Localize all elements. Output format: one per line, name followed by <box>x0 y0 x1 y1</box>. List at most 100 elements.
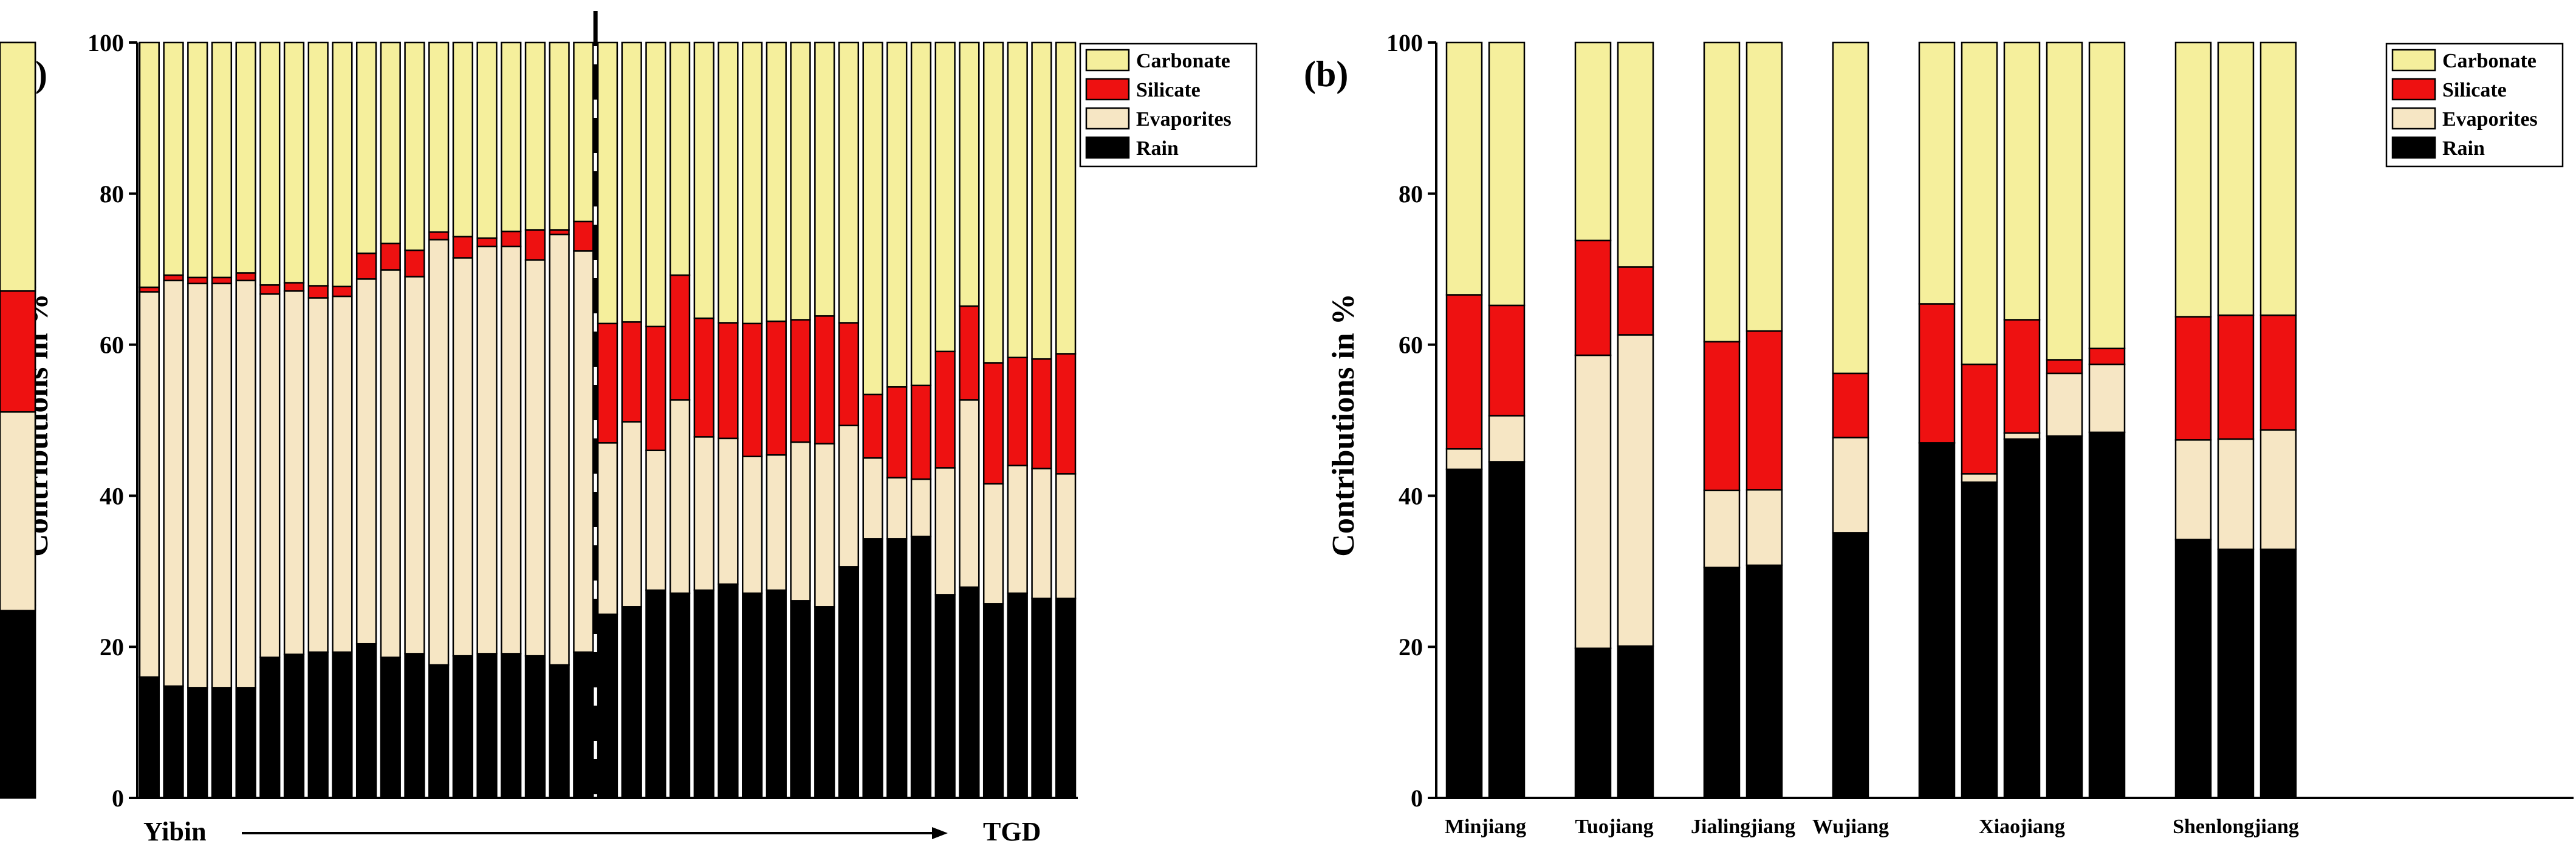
bar-0-15-carbonate <box>501 41 522 233</box>
legend-swatch-1-silicate <box>2391 78 2436 101</box>
bar-0-34-carbonate <box>959 41 980 307</box>
bar-0-26-evaporites <box>766 454 787 591</box>
bar-0-13-silicate <box>452 236 473 259</box>
legend-swatch-1-carbonate <box>2391 49 2436 72</box>
bar-0-3-rain <box>211 687 233 799</box>
bar-0-7-evaporites <box>307 297 329 653</box>
bar-0-17-rain <box>549 664 570 799</box>
bar-1-3-rain <box>1617 645 1654 799</box>
group-labels: Minjiang Tuojiang Jialingjiang Wujiang Xiaoj… <box>1445 816 2299 838</box>
bar-0-37-evaporites <box>1031 468 1052 599</box>
y-tick-label-0-0: 0 <box>112 785 124 812</box>
bar-0-6-rain <box>283 653 305 799</box>
bar-1-16-carbonate <box>0 41 36 292</box>
bar-0-5-rain <box>259 656 281 799</box>
bar-0-26-silicate <box>766 320 787 456</box>
bar-0-9-rain <box>355 642 377 799</box>
bar-0-10-silicate <box>380 242 401 271</box>
bar-0-23-evaporites <box>693 436 714 591</box>
bar-0-2-rain <box>187 687 208 799</box>
bar-0-32-carbonate <box>910 41 932 387</box>
legend-a: Carbonate Silicate Evaporites Rain <box>1079 43 1258 168</box>
bar-1-2-rain <box>1574 647 1612 799</box>
bar-1-8-carbonate <box>1961 41 1998 366</box>
legend-swatch-0-carbonate <box>1085 49 1130 72</box>
bar-0-28-carbonate <box>814 41 835 317</box>
bar-1-3-carbonate <box>1617 41 1654 268</box>
bar-0-38-evaporites <box>1055 473 1077 599</box>
bar-0-15-evaporites <box>501 245 522 655</box>
bar-1-1-rain <box>1488 461 1526 799</box>
bar-0-28-rain <box>814 606 835 799</box>
bar-0-31-carbonate <box>886 41 908 388</box>
bar-0-10-carbonate <box>380 41 401 245</box>
bar-1-12-evaporites <box>2174 439 2212 540</box>
bar-0-30-silicate <box>862 393 883 459</box>
bar-0-36-rain <box>1007 592 1028 799</box>
bar-0-13-rain <box>452 655 473 799</box>
bar-0-19-evaporites <box>597 442 618 615</box>
bar-1-2-evaporites <box>1574 354 1612 649</box>
bar-0-9-evaporites <box>355 278 377 645</box>
bar-0-24-evaporites <box>718 437 739 585</box>
bar-0-3-silicate <box>211 276 233 285</box>
bar-1-11-silicate <box>2088 347 2126 366</box>
bar-0-24-rain <box>718 583 739 799</box>
bar-0-19-rain <box>597 613 618 799</box>
bar-0-20-rain <box>621 606 642 799</box>
bar-0-7-rain <box>307 651 329 799</box>
bar-0-33-evaporites <box>934 467 956 596</box>
bar-0-30-evaporites <box>862 457 883 540</box>
bar-0-24-carbonate <box>718 41 739 324</box>
bar-0-5-carbonate <box>259 41 281 286</box>
bar-0-28-evaporites <box>814 443 835 608</box>
bar-0-31-silicate <box>886 386 908 479</box>
bar-0-36-carbonate <box>1007 41 1028 358</box>
bar-0-37-silicate <box>1031 358 1052 469</box>
bar-0-37-carbonate <box>1031 41 1052 360</box>
bar-0-18-carbonate <box>573 41 594 223</box>
bar-0-25-carbonate <box>742 41 763 325</box>
legend-label-0-carbonate: Carbonate <box>1136 50 1230 72</box>
bar-0-11-rain <box>404 653 425 799</box>
bar-1-1-carbonate <box>1488 41 1526 307</box>
bar-0-34-evaporites <box>959 399 980 588</box>
bar-0-31-rain <box>886 538 908 799</box>
bar-1-14-rain <box>2259 548 2297 799</box>
bar-0-16-carbonate <box>524 41 546 231</box>
bar-0-37-rain <box>1031 598 1052 799</box>
bar-1-7-rain <box>1918 442 1956 799</box>
bar-0-15-rain <box>501 653 522 799</box>
bar-0-32-silicate <box>910 384 932 480</box>
bar-0-13-evaporites <box>452 257 473 657</box>
y-axis-title-b: Contributions in % <box>1326 293 1361 556</box>
legend-label-0-evaporites: Evaporites <box>1136 108 1231 131</box>
bar-0-21-carbonate <box>645 41 666 327</box>
bar-1-6-evaporites <box>1832 437 1869 534</box>
bar-0-14-carbonate <box>476 41 498 239</box>
bar-0-20-silicate <box>621 321 642 423</box>
bar-0-14-rain <box>476 653 498 799</box>
bar-1-10-carbonate <box>2046 41 2083 361</box>
bar-1-13-silicate <box>2217 314 2255 440</box>
bar-1-6-rain <box>1832 532 1869 799</box>
y-tick-label-1-40: 40 <box>1399 482 1423 509</box>
bar-0-22-silicate <box>669 274 691 401</box>
bar-0-7-carbonate <box>307 41 329 287</box>
bar-0-27-rain <box>790 600 811 799</box>
legend-swatch-0-evaporites <box>1085 107 1130 130</box>
y-tick-label-1-80: 80 <box>1399 180 1423 208</box>
bar-1-3-evaporites <box>1617 334 1654 647</box>
bar-0-17-carbonate <box>549 41 570 231</box>
bar-1-0-silicate <box>1445 294 1483 450</box>
bar-0-25-rain <box>742 592 763 799</box>
bar-0-35-rain <box>982 603 1004 799</box>
bar-1-10-rain <box>2046 435 2083 799</box>
bar-0-25-evaporites <box>742 455 763 594</box>
y-tick-label-1-20: 20 <box>1399 633 1423 661</box>
bar-0-9-silicate <box>355 252 377 280</box>
bar-0-33-silicate <box>934 350 956 469</box>
legend-swatch-0-silicate <box>1085 78 1130 101</box>
bar-1-2-silicate <box>1574 239 1612 356</box>
bar-0-29-rain <box>838 566 860 799</box>
